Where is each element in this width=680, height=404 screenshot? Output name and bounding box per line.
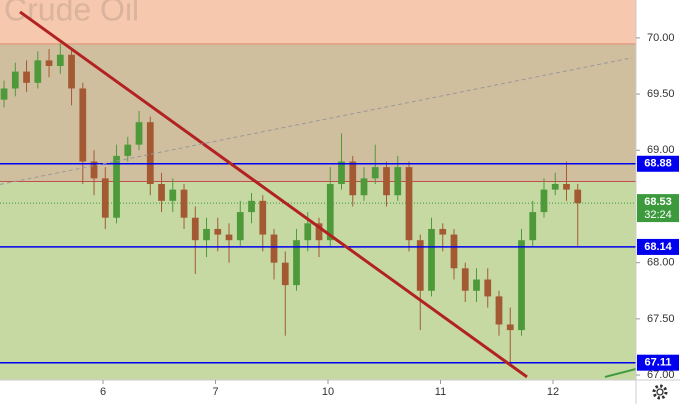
candle-body	[191, 217, 199, 241]
y-tick-label: 69.50	[647, 88, 675, 100]
y-tick-label: 67.50	[647, 313, 675, 325]
last-price-label: 68.53	[644, 196, 672, 208]
candle-body	[225, 234, 233, 241]
level-price-box	[637, 238, 679, 255]
x-tick-label: 7	[212, 386, 218, 398]
y-tick-label: 68.00	[647, 257, 675, 269]
plot-area	[0, 10, 636, 379]
candle-body	[45, 60, 53, 66]
candle-body	[416, 240, 424, 291]
candle-body	[529, 212, 537, 241]
candle-body	[281, 262, 289, 286]
level-price-box	[637, 155, 679, 172]
time-axis	[0, 380, 636, 404]
candle-body	[0, 88, 8, 100]
watermark-title: Crude Oil	[4, 0, 139, 27]
candle-body	[315, 223, 323, 241]
candle-body	[484, 279, 492, 297]
candle-body	[506, 324, 514, 331]
candle-body	[169, 189, 177, 201]
y-tick-label: 69.00	[647, 144, 675, 156]
candle-body	[360, 178, 368, 196]
gear-teeth	[652, 384, 668, 400]
trend-line	[604, 368, 636, 378]
y-tick-label: 67.00	[647, 369, 675, 381]
candle-body	[473, 279, 480, 291]
trend-line	[0, 57, 633, 185]
candle-body	[405, 167, 413, 241]
gear-hub	[656, 388, 664, 396]
candle-body	[135, 122, 143, 145]
candle-body	[180, 189, 188, 218]
zone	[0, 181, 636, 380]
zones	[0, 0, 636, 380]
candle-body	[338, 161, 345, 184]
x-tick-label: 12	[547, 386, 559, 398]
x-tick-label: 6	[100, 386, 106, 398]
axes: 67.00 67.50 68.00 69.00 69.50 70.00 6 7 10 11 12 68…	[100, 32, 679, 398]
x-tick-label: 11	[435, 386, 446, 398]
candle-body	[450, 234, 458, 269]
candle-body	[236, 212, 244, 241]
candle-body	[248, 200, 255, 213]
candle-body	[146, 122, 154, 184]
candle-body	[203, 228, 210, 241]
candle-body	[124, 144, 132, 156]
candle-body	[439, 228, 447, 235]
countdown-label: 32:24	[644, 209, 672, 221]
candle-body	[428, 228, 435, 291]
level-price-label: 68.88	[644, 158, 672, 170]
candle-body	[270, 234, 278, 263]
candle-body	[101, 178, 109, 218]
candle-body	[551, 183, 559, 190]
candle-body	[349, 161, 357, 196]
candle-body	[304, 223, 312, 241]
x-tick-label: 10	[322, 386, 334, 398]
candle-body	[11, 71, 19, 89]
candle-body	[574, 189, 582, 204]
candle-body	[113, 155, 120, 218]
last-price-box	[637, 194, 679, 223]
zone	[0, 0, 636, 44]
candle-body	[214, 228, 222, 235]
candle-body	[56, 54, 64, 66]
candle-body	[259, 200, 267, 235]
level-price-label: 67.11	[645, 357, 672, 369]
candle-body	[68, 54, 75, 89]
candle-body	[293, 240, 300, 286]
candle-body	[495, 296, 503, 325]
candle-body	[540, 189, 548, 213]
level-price-label: 68.14	[644, 241, 672, 253]
candle-body	[326, 183, 334, 241]
level-price-box	[637, 354, 679, 371]
zone	[0, 43, 636, 182]
settings-icon[interactable]	[652, 384, 668, 400]
candle-body	[79, 88, 87, 162]
candle-body	[34, 60, 42, 83]
candle-body	[23, 71, 30, 83]
candle-body	[461, 268, 469, 291]
candle-body	[518, 240, 525, 331]
trend-line	[19, 10, 528, 379]
candle-body	[383, 167, 390, 196]
candle-body	[563, 183, 570, 190]
candle-body	[90, 161, 98, 179]
candle-body	[394, 167, 402, 196]
candle-body	[158, 183, 165, 201]
y-tick-label: 70.00	[647, 32, 675, 44]
candle-body	[371, 167, 379, 179]
